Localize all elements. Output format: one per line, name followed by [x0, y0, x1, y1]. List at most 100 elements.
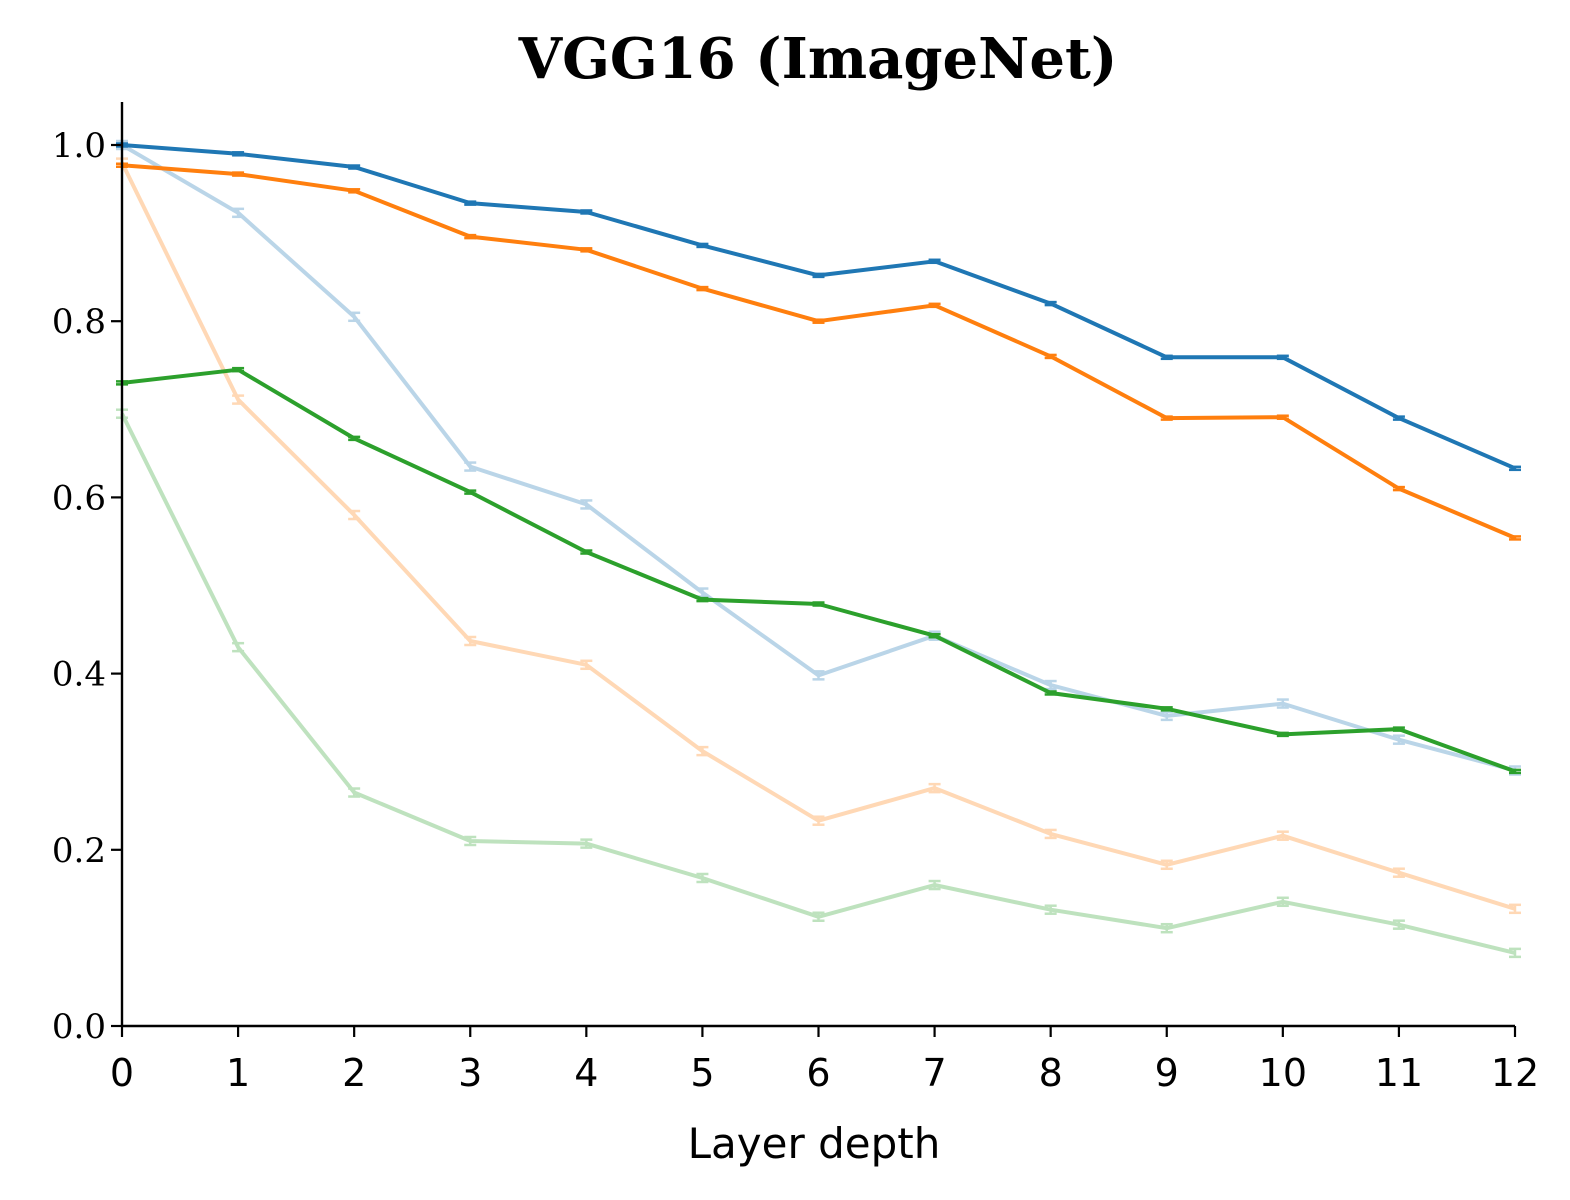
data-point-green-light-2 [348, 787, 361, 798]
data-point-green-5 [696, 596, 709, 603]
data-point-orange-light-4 [580, 659, 593, 671]
series-line-green-light [120, 412, 1516, 955]
data-point-orange-light-7 [928, 782, 941, 794]
x-tick-label-12: 12 [1491, 1051, 1539, 1095]
data-point-green-light-11 [1392, 919, 1405, 930]
x-tick-label-3: 3 [458, 1051, 482, 1095]
data-point-orange-4 [580, 247, 593, 253]
data-point-green-light-12 [1509, 947, 1521, 959]
data-point-blue-11 [1392, 415, 1405, 421]
data-point-blue-light-11 [1392, 734, 1405, 745]
data-point-orange-5 [696, 285, 709, 292]
data-point-green-light-7 [928, 879, 941, 891]
x-tick-label-10: 10 [1259, 1051, 1307, 1095]
data-point-green-2 [348, 435, 361, 442]
data-point-blue-9 [1160, 354, 1173, 361]
data-point-blue-4 [580, 209, 593, 215]
data-point-orange-light-3 [464, 635, 477, 647]
data-point-green-12 [1509, 768, 1521, 775]
data-point-orange-10 [1276, 414, 1289, 420]
x-tick-label-4: 4 [574, 1051, 598, 1095]
x-tick-label-2: 2 [342, 1051, 366, 1095]
x-tick-label-9: 9 [1155, 1051, 1179, 1095]
data-point-blue-1 [232, 151, 245, 157]
data-point-green-light-10 [1276, 896, 1289, 908]
x-ticks: 0 1 2 3 4 5 6 7 8 9 10 11 12 [110, 1026, 1539, 1095]
data-point-orange-light-1 [232, 394, 245, 405]
data-point-green-8 [1044, 690, 1057, 696]
series-line-orange [121, 163, 1516, 540]
x-tick-label-5: 5 [690, 1051, 714, 1095]
data-point-green-6 [812, 601, 825, 607]
data-point-blue-light-1 [232, 207, 245, 219]
data-point-orange-2 [348, 188, 361, 194]
x-tick-label-8: 8 [1039, 1051, 1063, 1095]
data-point-blue-light-10 [1276, 698, 1289, 709]
x-tick-label-11: 11 [1375, 1051, 1423, 1095]
data-point-orange-light-11 [1392, 867, 1405, 878]
data-point-blue-3 [464, 200, 477, 206]
data-point-green-light-6 [812, 911, 825, 923]
series-green [116, 366, 1521, 775]
series-orange [116, 162, 1521, 541]
x-axis-label: Layer depth [688, 1119, 941, 1168]
data-point-blue-light-6 [812, 670, 825, 681]
data-point-green-9 [1160, 706, 1173, 712]
y-tick-label-0.2: 0.2 [52, 831, 106, 871]
data-point-green-light-5 [696, 872, 709, 884]
data-point-blue-10 [1276, 354, 1289, 361]
data-point-green-light-8 [1044, 904, 1057, 915]
chart-title: VGG16 (ImageNet) [518, 26, 1118, 92]
series-line-orange-light [120, 161, 1516, 911]
data-point-green-7 [928, 632, 941, 639]
data-point-green-light-9 [1160, 922, 1173, 934]
data-point-green-light-1 [232, 641, 245, 653]
data-point-orange-light-8 [1044, 828, 1057, 840]
axes-layer [120, 102, 1515, 1028]
data-point-orange-light-10 [1276, 830, 1289, 841]
data-point-blue-6 [812, 272, 825, 279]
series-line-blue-light [120, 143, 1516, 773]
data-point-orange-7 [928, 302, 941, 309]
data-point-orange-6 [812, 318, 825, 324]
data-point-orange-1 [232, 171, 245, 177]
data-point-blue-7 [928, 258, 941, 265]
x-tick-label-0: 0 [110, 1051, 134, 1095]
data-point-green-3 [464, 489, 477, 495]
data-point-orange-9 [1160, 415, 1173, 421]
data-point-green-10 [1276, 731, 1289, 738]
data-point-blue-5 [696, 242, 709, 249]
data-point-orange-12 [1509, 535, 1521, 541]
data-point-orange-8 [1044, 353, 1057, 360]
data-point-green-4 [580, 549, 593, 555]
y-tick-label-0.6: 0.6 [52, 478, 106, 518]
data-point-blue-8 [1044, 300, 1057, 307]
y-ticks: 0.0 0.2 0.4 0.6 0.8 1.0 [52, 126, 122, 1047]
series-layer [116, 139, 1521, 959]
data-point-blue-light-5 [696, 587, 709, 598]
y-tick-label-0.4: 0.4 [52, 655, 106, 695]
data-point-green-1 [232, 366, 245, 373]
data-point-orange-light-2 [348, 509, 361, 521]
y-tick-label-0.8: 0.8 [52, 302, 106, 342]
data-point-blue-light-2 [348, 311, 361, 323]
x-tick-label-7: 7 [922, 1051, 946, 1095]
data-point-blue-12 [1509, 465, 1521, 472]
data-point-blue-light-3 [464, 461, 477, 472]
data-point-blue-light-4 [580, 499, 593, 510]
data-point-orange-3 [464, 233, 477, 240]
x-tick-label-1: 1 [226, 1051, 250, 1095]
data-point-blue-2 [348, 164, 361, 170]
x-tick-label-6: 6 [806, 1051, 830, 1095]
data-point-orange-light-5 [696, 745, 709, 757]
series-blue-light [116, 139, 1521, 776]
series-line-blue [121, 143, 1516, 471]
series-blue [116, 142, 1521, 472]
series-orange-light [116, 157, 1521, 915]
data-point-orange-11 [1392, 485, 1405, 492]
y-tick-label-1.0: 1.0 [52, 126, 106, 166]
series-green-light [116, 408, 1521, 959]
data-point-green-light-3 [464, 835, 477, 847]
